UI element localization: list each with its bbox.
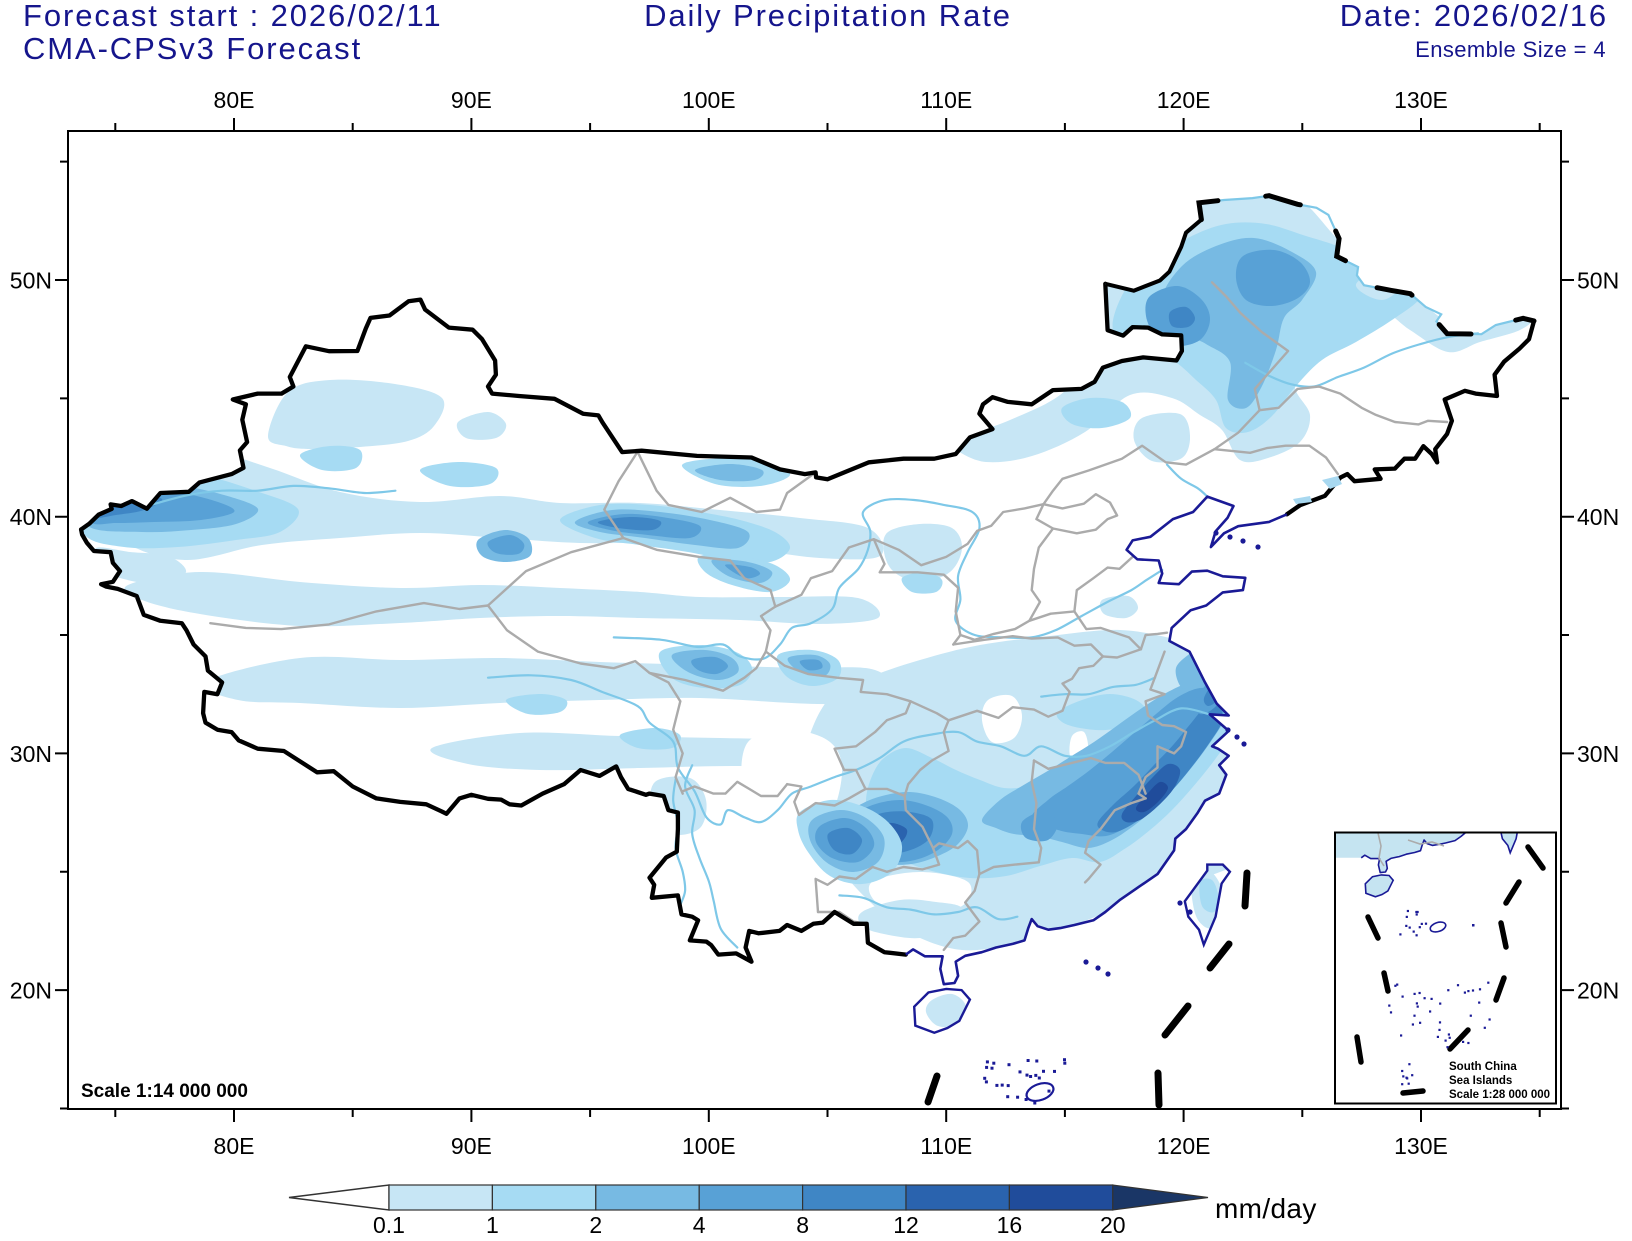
svg-text:0.1: 0.1: [373, 1212, 405, 1236]
svg-text:130E: 130E: [1394, 1133, 1448, 1159]
svg-text:20: 20: [1100, 1212, 1126, 1236]
svg-text:40N: 40N: [10, 504, 52, 530]
svg-text:120E: 120E: [1157, 87, 1211, 113]
svg-text:110E: 110E: [920, 87, 972, 113]
svg-text:mm/day: mm/day: [1215, 1193, 1317, 1224]
svg-text:110E: 110E: [920, 1133, 972, 1159]
svg-text:8: 8: [796, 1212, 809, 1236]
svg-text:Forecast start : 2026/02/11: Forecast start : 2026/02/11: [23, 0, 443, 33]
svg-text:90E: 90E: [451, 1133, 492, 1159]
svg-text:Scale 1:14 000 000: Scale 1:14 000 000: [81, 1081, 248, 1102]
svg-text:50N: 50N: [10, 268, 52, 294]
svg-text:120E: 120E: [1157, 1133, 1211, 1159]
svg-text:Daily Precipitation Rate: Daily Precipitation Rate: [644, 0, 1012, 33]
svg-text:1: 1: [486, 1212, 499, 1236]
svg-text:20N: 20N: [10, 978, 52, 1004]
svg-text:90E: 90E: [451, 87, 492, 113]
svg-text:16: 16: [997, 1212, 1023, 1236]
svg-text:100E: 100E: [682, 87, 736, 113]
svg-text:30N: 30N: [1577, 741, 1619, 767]
svg-text:12: 12: [893, 1212, 919, 1236]
svg-text:Ensemble Size = 4: Ensemble Size = 4: [1415, 37, 1606, 62]
svg-text:130E: 130E: [1394, 87, 1448, 113]
svg-text:20N: 20N: [1577, 978, 1619, 1004]
svg-text:Sea Islands: Sea Islands: [1449, 1075, 1512, 1087]
svg-text:Scale 1:28 000 000: Scale 1:28 000 000: [1449, 1089, 1550, 1101]
svg-text:50N: 50N: [1577, 268, 1619, 294]
svg-text:80E: 80E: [214, 87, 255, 113]
svg-text:4: 4: [693, 1212, 706, 1236]
svg-text:30N: 30N: [10, 741, 52, 767]
svg-text:40N: 40N: [1577, 504, 1619, 530]
svg-text:100E: 100E: [682, 1133, 736, 1159]
svg-text:2: 2: [589, 1212, 602, 1236]
svg-text:CMA-CPSv3 Forecast: CMA-CPSv3 Forecast: [23, 31, 362, 66]
svg-text:South China: South China: [1449, 1061, 1517, 1073]
svg-text:80E: 80E: [214, 1133, 255, 1159]
svg-text:Date: 2026/02/16: Date: 2026/02/16: [1340, 0, 1608, 33]
